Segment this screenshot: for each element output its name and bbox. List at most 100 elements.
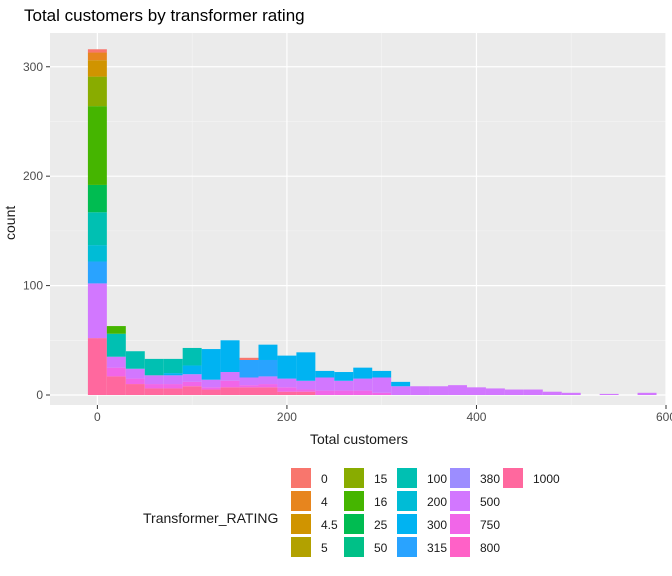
bar-segment-16	[106, 326, 126, 334]
legend-label: 15	[374, 472, 388, 486]
bar-segment-500	[239, 377, 259, 386]
legend-label: 4	[321, 495, 328, 509]
bar-segment-300	[258, 344, 278, 360]
bar-segment-500	[504, 389, 524, 395]
legend-swatch	[344, 491, 364, 511]
chart-title: Total customers by transformer rating	[24, 6, 305, 25]
x-axis-title: Total customers	[309, 431, 409, 447]
bar-segment-750	[106, 367, 126, 377]
legend-label: 750	[480, 518, 501, 532]
bar-segment-750	[296, 389, 316, 392]
bar-segment-750	[277, 387, 297, 392]
legend-label: 5	[321, 541, 328, 555]
bar-segment-500	[599, 393, 619, 395]
legend-swatch	[450, 468, 470, 488]
bar-segment-750	[334, 390, 354, 395]
legend-label: 16	[374, 495, 388, 509]
bar-segment-300	[182, 365, 202, 375]
legend-swatch	[450, 491, 470, 511]
bar-segment-1000	[182, 386, 202, 395]
bar-segment-0	[239, 357, 259, 360]
legend-swatch	[450, 537, 470, 557]
legend-label: 25	[374, 518, 388, 532]
bar-segment-500	[201, 379, 221, 388]
bar-segment-500	[561, 392, 581, 395]
x-tick-label: 600	[656, 410, 672, 424]
bar-segment-750	[163, 384, 183, 389]
legend-swatch	[397, 537, 417, 557]
bar-segment-300	[315, 370, 335, 378]
bar-segment-500	[372, 377, 392, 393]
bar-segment-300	[163, 373, 183, 376]
bar-segment-100	[87, 212, 107, 246]
bar-segment-750	[182, 381, 202, 387]
bar-segment-500	[637, 392, 657, 395]
bar-segment-1000	[220, 387, 240, 395]
bar-segment-500	[296, 380, 316, 390]
bar-segment-500	[391, 386, 411, 395]
legend-swatch	[344, 468, 364, 488]
bar-segment-750	[201, 387, 221, 390]
x-tick-label: 0	[94, 410, 101, 424]
legend-swatch	[503, 468, 523, 488]
x-tick-label: 400	[466, 410, 486, 424]
bar-segment-500	[542, 391, 562, 395]
bar-segment-315	[239, 359, 259, 378]
legend-label: 50	[374, 541, 388, 555]
bar-segment-16	[87, 106, 107, 185]
bar-segment-500	[523, 389, 543, 395]
bar-segment-500	[182, 374, 202, 382]
y-tick-label: 200	[23, 169, 43, 183]
bar-segment-750	[239, 385, 259, 388]
bar-segment-500	[277, 378, 297, 388]
bar-segment-500	[353, 378, 373, 391]
legend-swatch	[291, 537, 311, 557]
bar-segment-500	[87, 283, 107, 339]
bar-segment-300	[353, 367, 373, 379]
bar-segment-25	[87, 184, 107, 213]
bar-segment-500	[334, 380, 354, 391]
bar-segment-1000	[239, 387, 259, 395]
bar-segment-1000	[144, 388, 164, 395]
legend-swatch	[397, 468, 417, 488]
bar-segment-300	[277, 355, 297, 379]
bar-segment-500	[144, 375, 164, 385]
bar-segment-750	[315, 390, 335, 395]
plot-panel	[50, 33, 666, 405]
bar-segment-750	[220, 380, 240, 388]
bar-segment-300	[391, 381, 411, 387]
bar-segment-500	[485, 388, 505, 395]
y-tick-label: 100	[23, 279, 43, 293]
legend-label: 4.5	[321, 518, 338, 532]
bar-segment-300	[201, 349, 221, 380]
legend-swatch	[397, 491, 417, 511]
bar-segment-1000	[201, 389, 221, 395]
legend-swatch	[344, 537, 364, 557]
bar-segment-1000	[106, 376, 126, 395]
bar-segment-0	[87, 49, 107, 53]
legend-title: Transformer_RATING	[143, 510, 279, 526]
bar-segment-500	[466, 387, 486, 395]
bar-segment-1000	[163, 388, 183, 395]
legend-label: 500	[480, 495, 501, 509]
legend-label: 0	[321, 472, 328, 486]
legend-swatch	[344, 514, 364, 534]
bar-segment-500	[258, 376, 278, 385]
bar-segment-100	[106, 333, 126, 357]
y-tick-label: 300	[23, 60, 43, 74]
bar-segment-4-5	[87, 60, 107, 77]
bar-segment-300	[296, 352, 316, 381]
bar-segment-100	[125, 351, 145, 369]
bar-segment-750	[372, 392, 392, 395]
bar-segment-500	[448, 385, 467, 395]
legend-label: 200	[427, 495, 448, 509]
bar-segment-1000	[125, 384, 145, 395]
bar-segment-500	[429, 386, 449, 395]
bar-segment-100	[163, 358, 183, 374]
legend-swatch	[450, 514, 470, 534]
legend-swatch	[291, 491, 311, 511]
legend-label: 800	[480, 541, 501, 555]
bar-segment-1000	[296, 391, 316, 395]
bar-segment-1000	[277, 391, 297, 395]
bar-segment-200	[87, 245, 107, 262]
